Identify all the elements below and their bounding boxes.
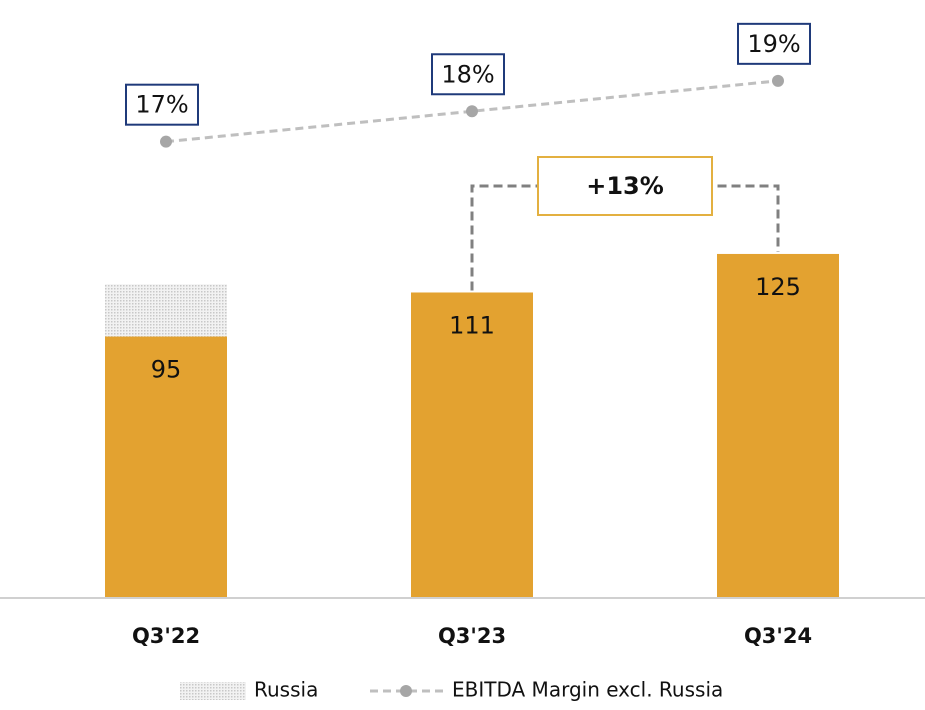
bar-value-label: 95 — [151, 356, 182, 384]
margin-point — [466, 105, 478, 118]
bar — [717, 253, 839, 598]
margin-line — [165, 79, 779, 144]
bar — [105, 284, 227, 337]
growth-label: +13% — [586, 172, 664, 200]
bar-value-label: 111 — [449, 311, 495, 339]
bar-value-label: 125 — [755, 273, 801, 301]
legend-label: EBITDA Margin excl. Russia — [452, 678, 723, 702]
bar — [105, 336, 227, 598]
margin-label-box — [125, 83, 199, 126]
x-tick-label: Q3'22 — [132, 624, 200, 648]
margin-label: 17% — [135, 91, 188, 119]
growth-box — [537, 156, 713, 216]
legend-dot — [400, 685, 412, 697]
margin-label-box — [737, 22, 811, 65]
legend-label: Russia — [254, 678, 318, 702]
margin-label: 18% — [441, 60, 494, 88]
margin-point — [160, 135, 172, 148]
margin-label: 19% — [747, 30, 800, 58]
bar — [411, 292, 533, 598]
margin-label-box — [431, 53, 505, 96]
margin-point — [772, 74, 784, 87]
x-tick-label: Q3'24 — [744, 624, 812, 648]
x-tick-label: Q3'23 — [438, 624, 506, 648]
legend-swatch — [180, 682, 246, 700]
